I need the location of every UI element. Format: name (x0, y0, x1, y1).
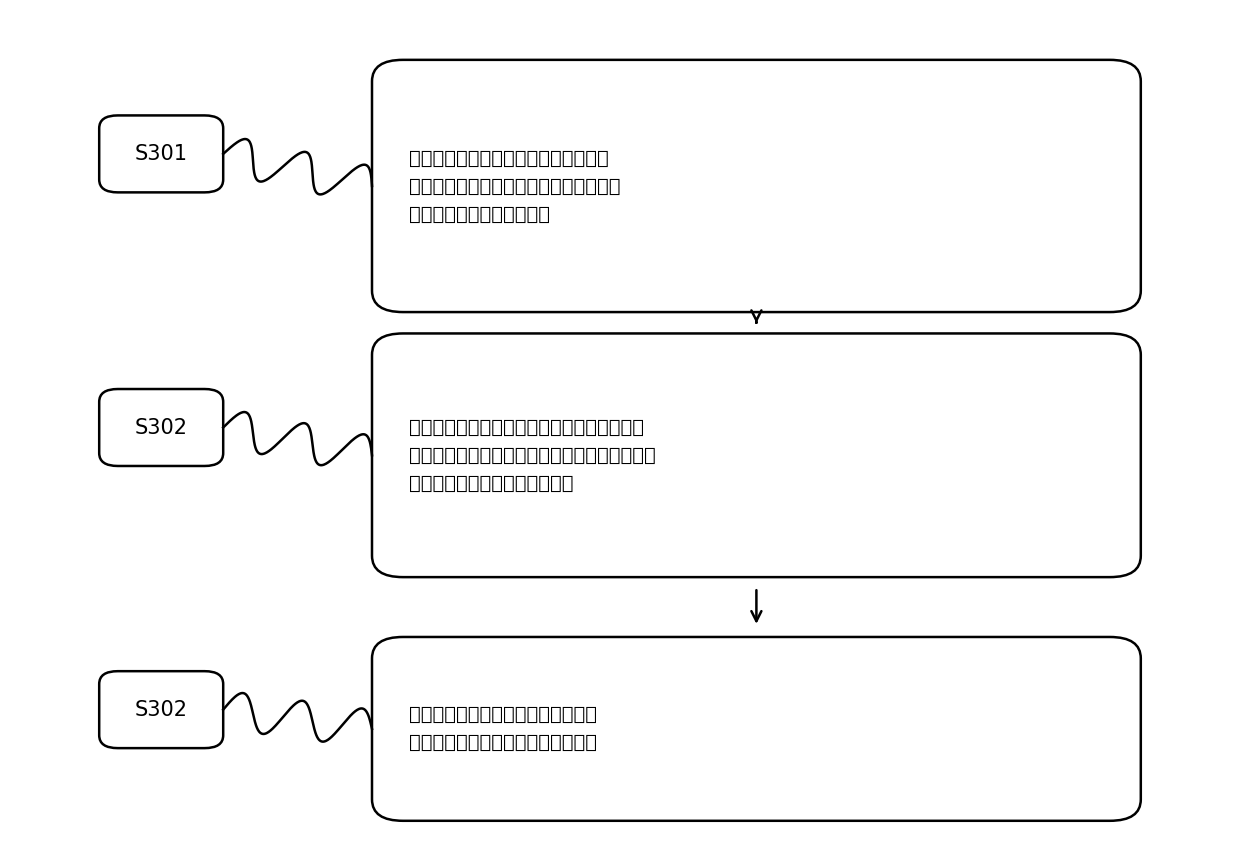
Text: S301: S301 (135, 144, 187, 164)
FancyBboxPatch shape (99, 389, 223, 466)
FancyBboxPatch shape (372, 60, 1141, 312)
Text: S302: S302 (135, 417, 187, 438)
Text: S302: S302 (135, 699, 187, 720)
FancyBboxPatch shape (99, 671, 223, 748)
Text: 针对音频业务、视频业务、页面浏览
业务，得到所有网络属性权重的矩阵: 针对音频业务、视频业务、页面浏览 业务，得到所有网络属性权重的矩阵 (409, 705, 598, 752)
FancyBboxPatch shape (372, 637, 1141, 821)
FancyBboxPatch shape (372, 333, 1141, 577)
Text: 计算所述网络属性在不同的业务情境下的权重
值，将权重向量合并成矩阵，得到包括针对不同
业务的所有网络属性权重的矩阵: 计算所述网络属性在不同的业务情境下的权重 值，将权重向量合并成矩阵，得到包括针对… (409, 418, 656, 492)
FancyBboxPatch shape (99, 115, 223, 192)
Text: 根据所述模糊判别矩阵的一致性检验与
计算得到不同网络属性的权重，并对得到
的所述权重进行归一化处理: 根据所述模糊判别矩阵的一致性检验与 计算得到不同网络属性的权重，并对得到 的所述… (409, 149, 621, 223)
